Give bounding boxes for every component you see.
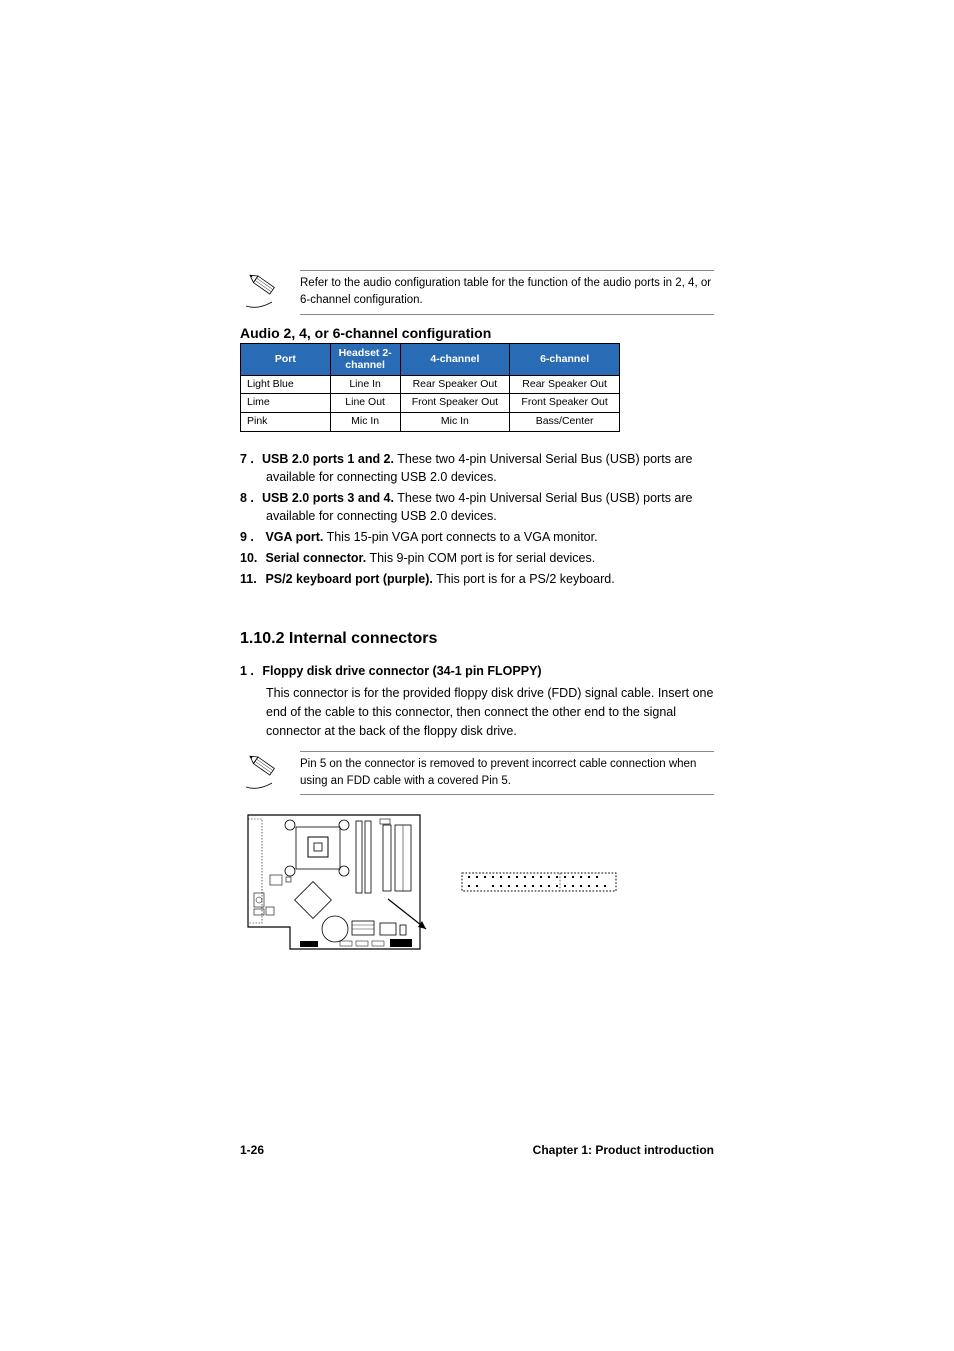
list-item: 11. PS/2 keyboard port (purple). This po… [240, 570, 714, 588]
item-text: This port is for a PS/2 keyboard. [433, 572, 615, 586]
cell: Bass/Center [510, 412, 620, 431]
item-title: Floppy disk drive connector (34-1 pin FL… [262, 664, 541, 678]
th-headset: Headset 2-channel [330, 343, 400, 375]
table-row: Light Blue Line In Rear Speaker Out Rear… [241, 375, 620, 394]
item-text: This 15-pin VGA port connects to a VGA m… [323, 530, 597, 544]
item-number: 9 . [240, 528, 262, 546]
item-label: PS/2 keyboard port (purple). [262, 572, 433, 586]
list-item: 7 .USB 2.0 ports 1 and 2. These two 4-pi… [240, 450, 714, 486]
item-label: Serial connector. [262, 551, 366, 565]
cell: Rear Speaker Out [510, 375, 620, 394]
item-label: USB 2.0 ports 1 and 2. [262, 452, 394, 466]
pencil-icon [240, 751, 300, 791]
item-body: This connector is for the provided flopp… [266, 684, 714, 740]
cell: Mic In [400, 412, 510, 431]
list-item: 9 . VGA port. This 15-pin VGA port conne… [240, 528, 714, 546]
table-row: Lime Line Out Front Speaker Out Front Sp… [241, 394, 620, 413]
pencil-icon [240, 270, 300, 310]
cell: Front Speaker Out [400, 394, 510, 413]
note-block: Refer to the audio configuration table f… [240, 270, 714, 315]
cell: Light Blue [241, 375, 331, 394]
note-text: Pin 5 on the connector is removed to pre… [300, 751, 714, 796]
item-number: 11. [240, 570, 262, 588]
th-4ch: 4-channel [400, 343, 510, 375]
page-number: 1-26 [240, 1143, 264, 1157]
cell: Line Out [330, 394, 400, 413]
item-number: 1 . [240, 664, 254, 678]
cell: Front Speaker Out [510, 394, 620, 413]
item-text: This 9-pin COM port is for serial device… [366, 551, 595, 565]
motherboard-icon [240, 807, 430, 957]
floppy-diagram [240, 807, 714, 957]
chapter-label: Chapter 1: Product introduction [533, 1143, 714, 1157]
audio-config-table: Port Headset 2-channel 4-channel 6-chann… [240, 343, 620, 432]
th-6ch: 6-channel [510, 343, 620, 375]
item-number: 7 . [240, 450, 262, 468]
cell: Rear Speaker Out [400, 375, 510, 394]
cell: Pink [241, 412, 331, 431]
cell: Lime [241, 394, 331, 413]
rear-ports-list: 7 .USB 2.0 ports 1 and 2. These two 4-pi… [240, 450, 714, 589]
floppy-connector-icon [460, 867, 620, 897]
item-number: 10. [240, 549, 262, 567]
item-label: USB 2.0 ports 3 and 4. [262, 491, 394, 505]
note-block: Pin 5 on the connector is removed to pre… [240, 751, 714, 796]
page-footer: 1-26 Chapter 1: Product introduction [240, 1143, 714, 1157]
item-label: VGA port. [262, 530, 323, 544]
note-text: Refer to the audio configuration table f… [300, 270, 714, 315]
table-row: Pink Mic In Mic In Bass/Center [241, 412, 620, 431]
th-port: Port [241, 343, 331, 375]
cell: Line In [330, 375, 400, 394]
table-header-row: Port Headset 2-channel 4-channel 6-chann… [241, 343, 620, 375]
connector-item: 1 . Floppy disk drive connector (34-1 pi… [240, 662, 714, 740]
list-item: 8 .USB 2.0 ports 3 and 4. These two 4-pi… [240, 489, 714, 525]
internal-connectors-heading: 1.10.2 Internal connectors [240, 630, 714, 648]
audio-config-heading: Audio 2, 4, or 6-channel configuration [240, 325, 714, 341]
item-number: 8 . [240, 489, 262, 507]
cell: Mic In [330, 412, 400, 431]
list-item: 10. Serial connector. This 9-pin COM por… [240, 549, 714, 567]
